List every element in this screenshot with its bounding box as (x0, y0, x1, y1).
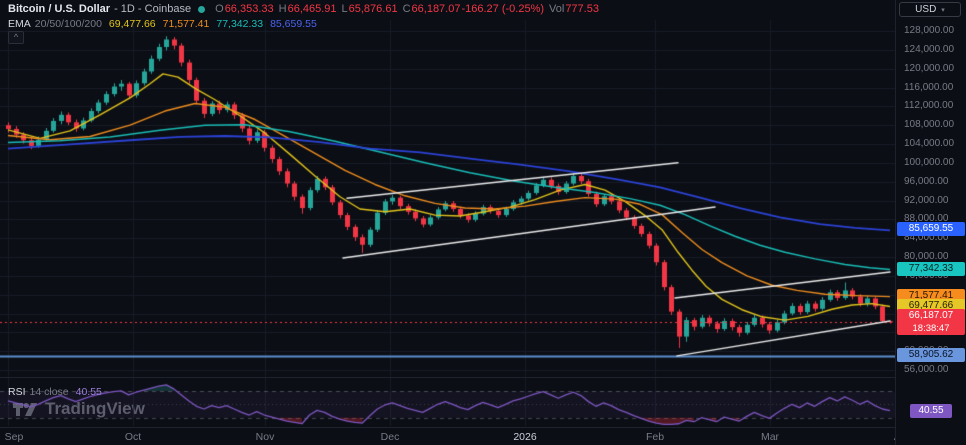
rsi-value-badge: 40.55 (910, 404, 952, 418)
time-axis-label: Dec (380, 431, 400, 443)
price-scale[interactable]: USD ▾ 128,000.00 124,000.00 120,000.00 116,… (895, 0, 966, 445)
price-axis-label: 92,000.00 (904, 195, 949, 206)
indicator-row: EMA 20/50/100/200 69,477.66 71,577.41 77… (8, 18, 599, 30)
ema50-legend-value: 71,577.41 (162, 18, 210, 30)
rsi-legend-value: 40.55 (75, 386, 102, 398)
change-value: -166.27 (-0.25%) (461, 3, 545, 15)
volume-label: Vol (549, 3, 565, 15)
symbol-title[interactable]: Bitcoin / U.S. Dollar (8, 3, 111, 15)
currency-button[interactable]: USD ▾ (899, 2, 961, 17)
time-axis-label: Feb (645, 431, 665, 443)
rsi-legend: RSI 14 close 40.55 (8, 386, 102, 398)
open-label: O (215, 3, 224, 15)
price-axis-label: 108,000.00 (904, 119, 955, 130)
pane-separator[interactable] (0, 377, 895, 378)
symbol-meta[interactable]: - 1D - Coinbase (114, 3, 192, 15)
ema100-legend-value: 77,342.33 (216, 18, 264, 30)
time-scale[interactable]: ⚙ SepOctNovDec2026FebMarApr (0, 427, 966, 445)
price-axis-label: 96,000.00 (904, 176, 949, 187)
symbol-row: Bitcoin / U.S. Dollar - 1D - Coinbase O … (8, 3, 599, 15)
price-axis-label: 116,000.00 (904, 82, 954, 93)
collapse-legend-button[interactable]: ^ (8, 31, 24, 44)
ema200-legend-value: 85,659.55 (270, 18, 317, 30)
price-axis-label: 80,000.00 (904, 251, 949, 262)
price-axis-label: 112,000.00 (904, 100, 954, 111)
low-label: L (341, 3, 348, 15)
rsi-indicator-name[interactable]: RSI (8, 386, 26, 398)
chevron-down-icon: ▾ (941, 6, 945, 14)
close-label: C (402, 3, 411, 15)
ema20-legend-value: 69,477.66 (108, 18, 156, 30)
ema-indicator-params: 20/50/100/200 (34, 18, 102, 30)
time-axis-label: Mar (760, 431, 780, 443)
volume-value: 777.53 (565, 3, 599, 15)
level-line-badge: 58,905.62 (897, 348, 965, 362)
high-value: 66,465.91 (287, 3, 337, 15)
last-price-badge: 66,187.07 18:38:47 (897, 309, 965, 335)
high-label: H (278, 3, 287, 15)
price-axis-label: 128,000.00 (904, 25, 955, 36)
rsi-indicator-params: 14 close (29, 386, 69, 398)
time-axis-label: Sep (4, 431, 24, 443)
open-value: 66,353.33 (224, 3, 274, 15)
ema-indicator-name[interactable]: EMA (8, 18, 31, 30)
price-axis-label: 104,000.00 (904, 138, 955, 149)
price-axis-label: 120,000.00 (904, 63, 955, 74)
ema100-value-badge: 77,342.33 (897, 262, 965, 276)
low-value: 65,876.61 (348, 3, 398, 15)
symbol-legend: Bitcoin / U.S. Dollar - 1D - Coinbase O … (8, 3, 599, 44)
price-axis-label: 100,000.00 (904, 157, 955, 168)
price-axis-label: 84,000.00 (904, 232, 949, 243)
price-axis-label: 124,000.00 (904, 44, 955, 55)
price-axis-label: 88,000.00 (904, 213, 949, 224)
time-axis-label: 2026 (513, 431, 537, 443)
time-axis-label: Oct (124, 431, 142, 443)
close-value: 66,187.07 (411, 3, 461, 15)
market-status-icon[interactable] (198, 5, 206, 13)
price-axis-label: 56,000.00 (904, 364, 949, 375)
ema200-value-badge: 85,659.55 (897, 222, 965, 236)
currency-label: USD (915, 4, 937, 15)
time-axis-label: Nov (255, 431, 275, 443)
